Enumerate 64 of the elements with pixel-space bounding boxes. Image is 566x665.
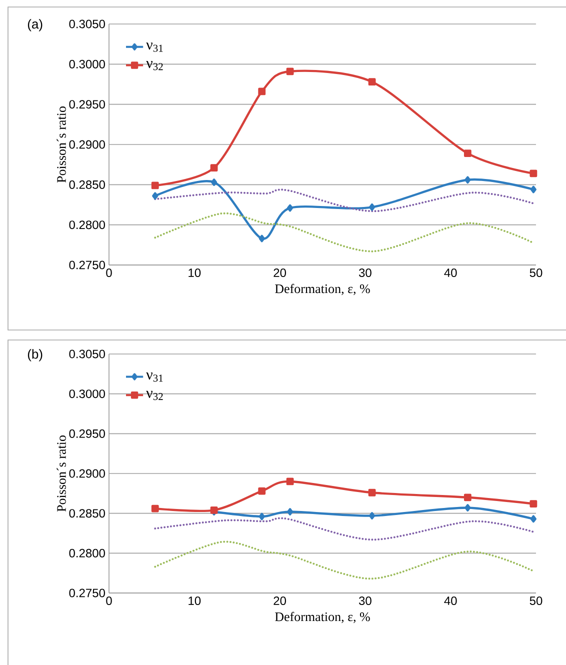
point <box>368 203 376 211</box>
x-tick-label: 0 <box>106 268 112 278</box>
y-tick-label: 0.2850 <box>69 509 105 518</box>
point <box>258 234 265 242</box>
point <box>464 150 472 158</box>
text: (a) <box>28 19 42 32</box>
y-tick-label: 0.2900 <box>69 469 105 478</box>
point <box>286 204 294 212</box>
x-tick-label: 10 <box>188 596 201 606</box>
x-tick-label: 30 <box>358 596 372 606</box>
y-tick-label: 0.3000 <box>69 390 105 398</box>
x-tick-label: 0 <box>106 596 112 606</box>
point <box>258 487 266 495</box>
y-tick-label: 0.2900 <box>69 140 105 149</box>
y-tick-label: 0.2950 <box>69 100 105 109</box>
x-tick-label: 50 <box>530 268 542 278</box>
y-tick-label: 0.2800 <box>69 548 105 558</box>
x-tick-label: 30 <box>358 268 372 278</box>
point <box>464 176 471 184</box>
point <box>368 512 376 520</box>
point <box>258 88 266 96</box>
point <box>210 164 218 172</box>
y-tick-label: 0.3000 <box>69 60 105 68</box>
point <box>151 504 159 512</box>
point <box>152 192 158 200</box>
point <box>368 488 376 496</box>
x-tick-label: 10 <box>188 268 201 278</box>
legend-label: ν$_{31}$ <box>146 42 163 52</box>
point <box>530 500 538 508</box>
x-tick-label: 40 <box>444 268 457 278</box>
y-tick-label: 0.2850 <box>69 180 105 189</box>
y-tick-label: 0.3050 <box>69 350 105 358</box>
point <box>286 68 294 76</box>
point <box>286 478 294 486</box>
y-tick-label: 0.3050 <box>69 20 105 28</box>
point <box>210 178 218 186</box>
point <box>530 170 538 178</box>
y-axis-title: Poisson´s ratio <box>56 436 66 512</box>
y-axis-title: Poisson´s ratio <box>56 106 66 183</box>
x-tick-label: 20 <box>274 268 286 278</box>
text: (b) <box>28 349 42 362</box>
legend-label: ν$_{32}$ <box>146 61 163 70</box>
y-tick-label: 0.2950 <box>69 429 105 438</box>
line-series <box>154 540 534 580</box>
point <box>151 182 159 190</box>
point <box>464 494 472 502</box>
legend-label: ν$_{31}$ <box>146 372 163 382</box>
line-series <box>154 517 534 541</box>
y-tick-label: 0.2750 <box>69 588 105 598</box>
y-tick-label: 0.2800 <box>69 220 105 230</box>
x-tick-label: 50 <box>530 596 542 606</box>
x-axis-title: Deformation, ε, % <box>275 284 370 296</box>
point <box>368 78 376 86</box>
point <box>530 186 536 194</box>
y-tick-label: 0.2750 <box>69 260 105 270</box>
line-series <box>154 212 534 252</box>
point <box>286 508 294 516</box>
point <box>258 512 265 520</box>
legend-label: ν$_{32}$ <box>146 390 163 400</box>
x-tick-label: 20 <box>274 596 286 606</box>
x-axis-title: Deformation, ε, % <box>275 612 370 624</box>
x-tick-label: 40 <box>444 596 457 606</box>
point <box>530 515 536 523</box>
point <box>464 504 471 512</box>
